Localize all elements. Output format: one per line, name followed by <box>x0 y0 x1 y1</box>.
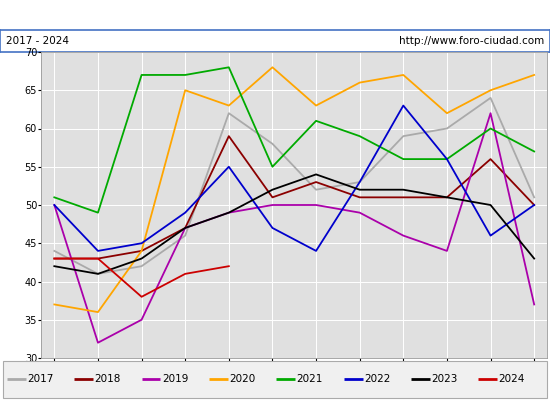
Text: 2017 - 2024: 2017 - 2024 <box>6 36 69 46</box>
Text: 2024: 2024 <box>499 374 525 384</box>
Text: http://www.foro-ciudad.com: http://www.foro-ciudad.com <box>399 36 544 46</box>
Text: 2017: 2017 <box>27 374 53 384</box>
Text: 2023: 2023 <box>431 374 458 384</box>
Text: 2019: 2019 <box>162 374 188 384</box>
Text: 2020: 2020 <box>229 374 255 384</box>
FancyBboxPatch shape <box>3 361 547 398</box>
Text: 2018: 2018 <box>95 374 121 384</box>
Text: 2022: 2022 <box>364 374 390 384</box>
Text: 2021: 2021 <box>296 374 323 384</box>
Text: Evolucion del paro registrado en Frailes: Evolucion del paro registrado en Frailes <box>130 8 420 22</box>
